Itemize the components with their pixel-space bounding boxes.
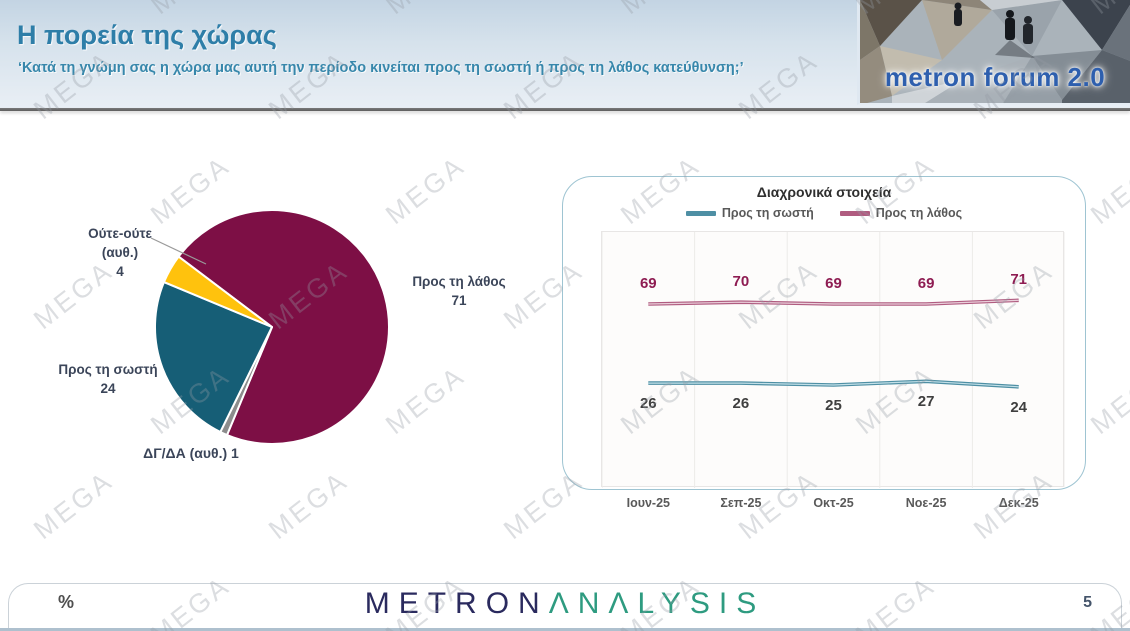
legend-item-1: Προς τη λάθος: [839, 206, 963, 220]
value-label-Προς τη σωστή-Δεκ-25: 24: [1010, 398, 1028, 416]
pie-label-neither-line1: Ούτε-ούτε: [88, 226, 152, 241]
header-divider: [0, 108, 1130, 111]
value-label-Προς τη λάθος-Ιουν-25: 69: [639, 275, 657, 292]
bottom-edge-line: [0, 628, 1130, 631]
series-line-highlight-1: [648, 299, 1019, 305]
legend-label-1: Προς τη λάθος: [875, 206, 963, 220]
timeline-panel-title: Διαχρονικά στοιχεία: [756, 184, 892, 200]
page-title: Η πορεία της χώρας: [17, 20, 277, 50]
value-label-Προς τη λάθος-Νοε-25: 69: [917, 275, 935, 292]
mega-watermark: MEGA: [0, 150, 1, 231]
x-axis-label-4: Δεκ-25: [998, 496, 1039, 510]
survey-question: ‘Κατά τη γνώμη σας η χώρα μας αυτή την π…: [18, 60, 744, 76]
mega-watermark: MEGA: [0, 360, 1, 441]
mega-watermark: MEGA: [1085, 360, 1130, 441]
mosaic-photo: [860, 0, 1130, 103]
pie-label-neither-value: 4: [116, 264, 124, 279]
brand-metron: METRON: [364, 587, 549, 620]
pie-label-right-name: Προς τη σωστή: [58, 362, 158, 377]
value-label-Προς τη λάθος-Οκτ-25: 69: [825, 275, 842, 292]
pie-chart: [154, 209, 390, 445]
line-chart-svg: [602, 232, 1065, 488]
pie-label-neither: Ούτε-ούτε (αυθ.) 4: [74, 224, 166, 281]
legend-swatch-1: [839, 210, 870, 216]
legend-item-0: Προς τη σωστή: [685, 206, 814, 220]
chart-legend: Προς τη σωστή Προς τη λάθος: [563, 206, 1085, 220]
pie-label-right-value: 24: [100, 381, 116, 396]
people-silhouettes: [954, 2, 1035, 58]
pie-label-dont-know: ΔΓ/ΔΑ (αυθ.) 1: [143, 445, 239, 461]
timeline-panel: Διαχρονικά στοιχεία Προς τη σωστή Προς τη…: [562, 176, 1086, 510]
value-label-Προς τη λάθος-Σεπ-25: 70: [732, 273, 750, 291]
pie-slice-2: [154, 281, 273, 433]
value-label-Προς τη σωστή-Νοε-25: 27: [917, 393, 935, 411]
pie-label-wrong-name: Προς τη λάθος: [412, 274, 506, 289]
page-number: 5: [1083, 594, 1092, 611]
pie-label-wrong-direction: Προς τη λάθος 71: [400, 272, 518, 310]
footer-band: [8, 583, 1122, 631]
metron-analysis-wordmark: METRONΛNΛLYSIS: [338, 584, 792, 624]
x-axis-label-2: Οκτ-25: [813, 496, 854, 510]
percent-note: %: [58, 592, 75, 612]
value-label-Προς τη σωστή-Σεπ-25: 26: [732, 395, 750, 413]
pie-slice-3: [162, 255, 273, 328]
pie-label-wrong-value: 71: [451, 293, 467, 308]
x-axis-label-3: Νοε-25: [905, 496, 947, 510]
metron-forum-logo: metron forum 2.0: [857, 0, 1130, 105]
line-chart-plot-area: 26 26 25 27 24 69 70 69 69 71 Ιουν-25 Σεπ-25 Οκτ-25 Ν…: [601, 231, 1065, 510]
mega-watermark: MEGA: [263, 465, 354, 546]
legend-swatch-0: [685, 210, 716, 216]
pie-leader-line: [150, 237, 207, 265]
value-label-Προς τη σωστή-Οκτ-25: 25: [825, 396, 842, 414]
value-label-Προς τη λάθος-Δεκ-25: 71: [1010, 271, 1028, 289]
series-line-highlight-0: [648, 380, 1019, 388]
value-label-Προς τη σωστή-Ιουν-25: 26: [639, 395, 657, 413]
pie-label-right-direction: Προς τη σωστή 24: [40, 360, 176, 398]
x-axis-label-0: Ιουν-25: [626, 496, 670, 510]
metron-analysis-logo: METRONΛNΛLYSIS: [0, 584, 1130, 624]
metron-forum-wordmark: metron forum 2.0: [884, 62, 1106, 92]
mega-watermark: MEGA: [1085, 150, 1130, 231]
legend-label-0: Προς τη σωστή: [721, 206, 814, 220]
mega-watermark: MEGA: [28, 465, 119, 546]
x-axis-label-1: Σεπ-25: [720, 496, 762, 510]
brand-analysis: ΛNΛLYSIS: [548, 587, 766, 620]
pie-slice-0: [177, 209, 390, 445]
pie-label-neither-line2: (αυθ.): [101, 245, 139, 260]
